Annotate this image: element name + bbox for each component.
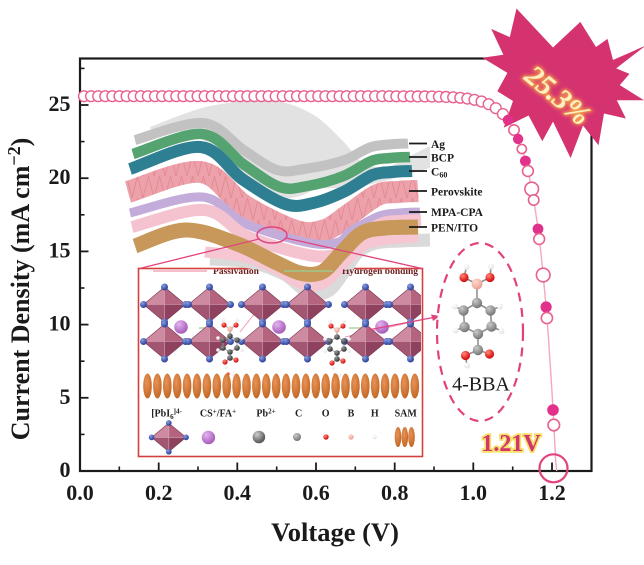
svg-text:MPA-CPA: MPA-CPA [431, 207, 484, 219]
svg-text:10: 10 [49, 311, 71, 336]
svg-text:Voltage (V): Voltage (V) [271, 517, 399, 547]
svg-text:B: B [348, 409, 355, 420]
svg-text:O: O [322, 409, 330, 420]
svg-text:C: C [295, 409, 302, 420]
svg-text:0.8: 0.8 [381, 480, 409, 505]
svg-text:Ag: Ag [431, 139, 445, 151]
svg-text:1.21V: 1.21V [481, 431, 541, 457]
svg-text:Perovskite: Perovskite [431, 187, 483, 199]
svg-text:H: H [371, 409, 379, 420]
svg-text:CS+/FA+: CS+/FA+ [200, 408, 236, 420]
svg-text:25: 25 [49, 91, 71, 116]
svg-text:0.2: 0.2 [145, 480, 173, 505]
svg-text:Passivation: Passivation [213, 267, 260, 277]
svg-text:15: 15 [49, 237, 71, 262]
svg-text:0.0: 0.0 [66, 480, 94, 505]
svg-text:1.2: 1.2 [538, 480, 566, 505]
svg-text:0.6: 0.6 [302, 480, 330, 505]
svg-text:Hydrogen bonding: Hydrogen bonding [342, 267, 418, 277]
svg-text:1.0: 1.0 [460, 480, 488, 505]
svg-text:4-BBA: 4-BBA [452, 374, 510, 396]
svg-text:BCP: BCP [431, 153, 454, 165]
svg-text:0.4: 0.4 [224, 480, 252, 505]
svg-text:SAM: SAM [395, 409, 418, 420]
svg-text:PEN/ITO: PEN/ITO [431, 223, 478, 235]
svg-text:5: 5 [60, 384, 71, 409]
svg-text:0: 0 [60, 457, 71, 482]
svg-text:Current Density (mA cm−2): Current Density (mA cm−2) [4, 138, 35, 441]
svg-text:C60: C60 [431, 167, 447, 180]
svg-text:20: 20 [49, 164, 71, 189]
